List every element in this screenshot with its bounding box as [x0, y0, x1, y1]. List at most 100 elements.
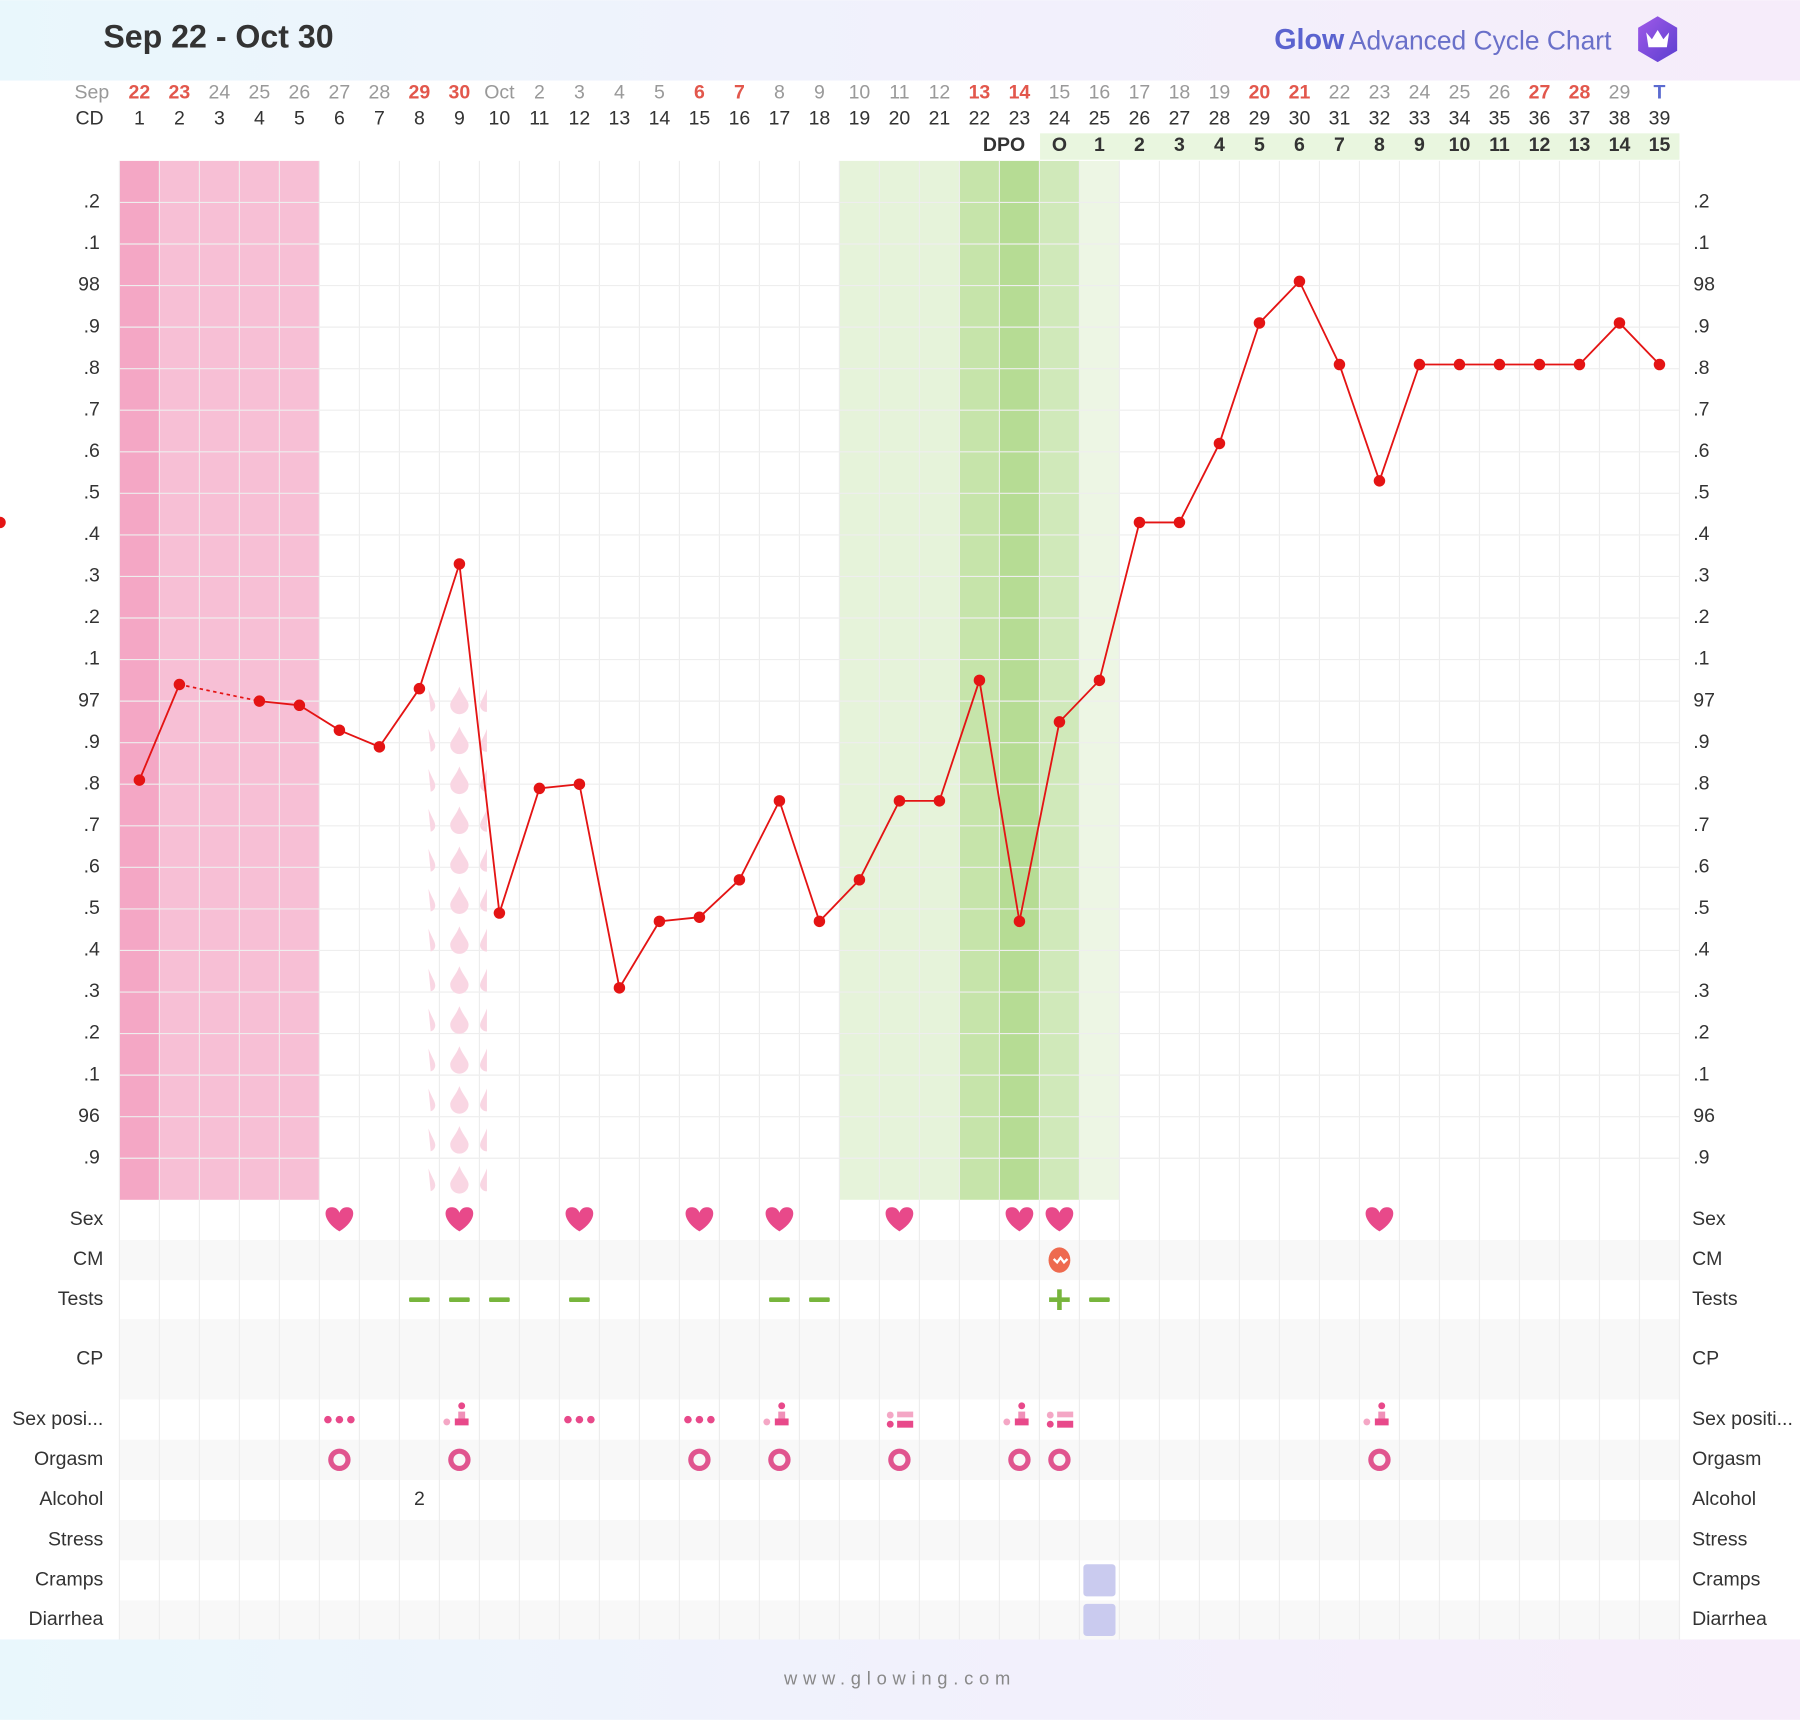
temperature-point — [493, 907, 506, 919]
band — [999, 160, 1040, 1200]
product: Advanced Cycle Chart — [1349, 26, 1612, 56]
y-tick-label: .4 — [84, 939, 100, 961]
symptom-icon — [1049, 1289, 1070, 1310]
date-label: 26 — [289, 81, 311, 103]
temperature-point — [613, 982, 626, 994]
orgasm-ring — [448, 1448, 471, 1472]
footer-url: www.glowing.com — [783, 1667, 1016, 1688]
test-positive-v — [1057, 1289, 1062, 1310]
dpo-label: 14 — [1609, 134, 1631, 156]
y-tick-label: .1 — [84, 648, 100, 670]
cd-label: 10 — [489, 108, 511, 130]
cd-label: 25 — [1089, 108, 1111, 130]
test-negative — [569, 1297, 590, 1302]
symptom-icon — [1045, 1207, 1074, 1232]
spotting-drop — [450, 806, 469, 835]
position-dot — [347, 1415, 355, 1424]
spotting-drop — [480, 728, 487, 752]
temperature-point — [1093, 674, 1106, 687]
position-partner — [1003, 1418, 1011, 1426]
y-tick-label: .2 — [84, 191, 100, 213]
spotting-drop — [450, 886, 469, 914]
cd-label: 29 — [1249, 108, 1271, 130]
temperature-point — [693, 911, 706, 923]
symptom-icon — [1365, 1207, 1394, 1232]
dpo-label: 6 — [1294, 134, 1305, 156]
symptom-icon — [685, 1207, 714, 1232]
date-label: 14 — [1009, 81, 1031, 103]
y2-tick-label: .2 — [1693, 1022, 1709, 1044]
cd-label: 22 — [969, 108, 991, 130]
spotting-drop — [450, 1126, 469, 1154]
symptom-icon — [409, 1297, 430, 1302]
y2-tick-label: .8 — [1693, 772, 1709, 794]
dpo-label: 8 — [1374, 134, 1385, 156]
spotting-drop — [450, 1166, 469, 1194]
orgasm-ring — [688, 1448, 711, 1472]
temperature-point — [1213, 437, 1226, 450]
row-label-right: CP — [1692, 1348, 1719, 1370]
date-label: 28 — [369, 81, 391, 103]
y2-tick-label: .1 — [1693, 232, 1709, 254]
brand: Glow — [1274, 24, 1345, 56]
dpo-label: 2 — [1134, 134, 1145, 156]
egg-mark — [1052, 1255, 1069, 1265]
symptom-icon — [688, 1448, 711, 1472]
y-tick-label: 98 — [78, 274, 100, 296]
symptom-icon — [324, 1415, 355, 1424]
spotting-drop — [450, 1086, 469, 1114]
symptom-box — [1083, 1603, 1116, 1637]
cd-label: 7 — [374, 108, 385, 130]
y2-tick-label: .9 — [1693, 731, 1709, 753]
row-label: Cramps — [35, 1569, 104, 1591]
position-head — [1018, 1402, 1026, 1410]
temperature-point — [1533, 358, 1546, 371]
symptom-icon — [1048, 1247, 1071, 1273]
y-tick-label: .8 — [84, 357, 100, 379]
position-partner — [443, 1418, 451, 1426]
heart — [445, 1207, 474, 1232]
temperature-point — [1173, 516, 1186, 529]
spotting-drop — [480, 928, 487, 952]
test-negative — [449, 1297, 470, 1302]
date-label: 20 — [1249, 81, 1271, 103]
position-bar — [897, 1420, 914, 1428]
spotting-drop — [450, 1006, 469, 1034]
y-tick-label: .4 — [84, 523, 100, 545]
spotting-drop — [480, 688, 487, 712]
position-head — [1378, 1402, 1386, 1410]
cd-label: 20 — [889, 108, 911, 130]
dpo-label: 10 — [1449, 134, 1471, 156]
symptom-icon — [1008, 1448, 1031, 1472]
spotting-drop — [480, 888, 487, 912]
cd-label: 1 — [134, 108, 145, 130]
row-label: Sex posi... — [12, 1408, 103, 1430]
cd-label: 34 — [1449, 108, 1471, 130]
symptom-icon — [1048, 1448, 1071, 1472]
spotting-drop — [428, 848, 436, 872]
orgasm-ring — [768, 1448, 791, 1472]
date-label: 10 — [849, 81, 871, 103]
month-header: Sep — [74, 81, 109, 103]
date-label: 29 — [1609, 81, 1631, 103]
heart — [685, 1207, 714, 1232]
cd-label: 12 — [569, 108, 591, 130]
y2-tick-label: 96 — [1693, 1105, 1715, 1127]
position-dot — [324, 1415, 332, 1424]
y2-tick-label: .1 — [1693, 648, 1709, 670]
y2-tick-label: .6 — [1693, 440, 1709, 462]
dpo-header: DPO — [983, 134, 1025, 156]
y-tick-label: .7 — [84, 398, 100, 420]
temperature-line — [259, 279, 1661, 991]
row-label-right: CM — [1692, 1248, 1722, 1270]
position-partner — [1363, 1418, 1371, 1426]
y2-tick-label: .9 — [1693, 1146, 1709, 1168]
symptom-icon — [684, 1415, 715, 1424]
test-negative — [409, 1297, 430, 1302]
date-label: 28 — [1569, 81, 1591, 103]
y2-tick-label: .9 — [1693, 315, 1709, 337]
date-label: 19 — [1209, 81, 1231, 103]
cd-label: 23 — [1009, 108, 1031, 130]
symptom-icon — [763, 1402, 789, 1426]
